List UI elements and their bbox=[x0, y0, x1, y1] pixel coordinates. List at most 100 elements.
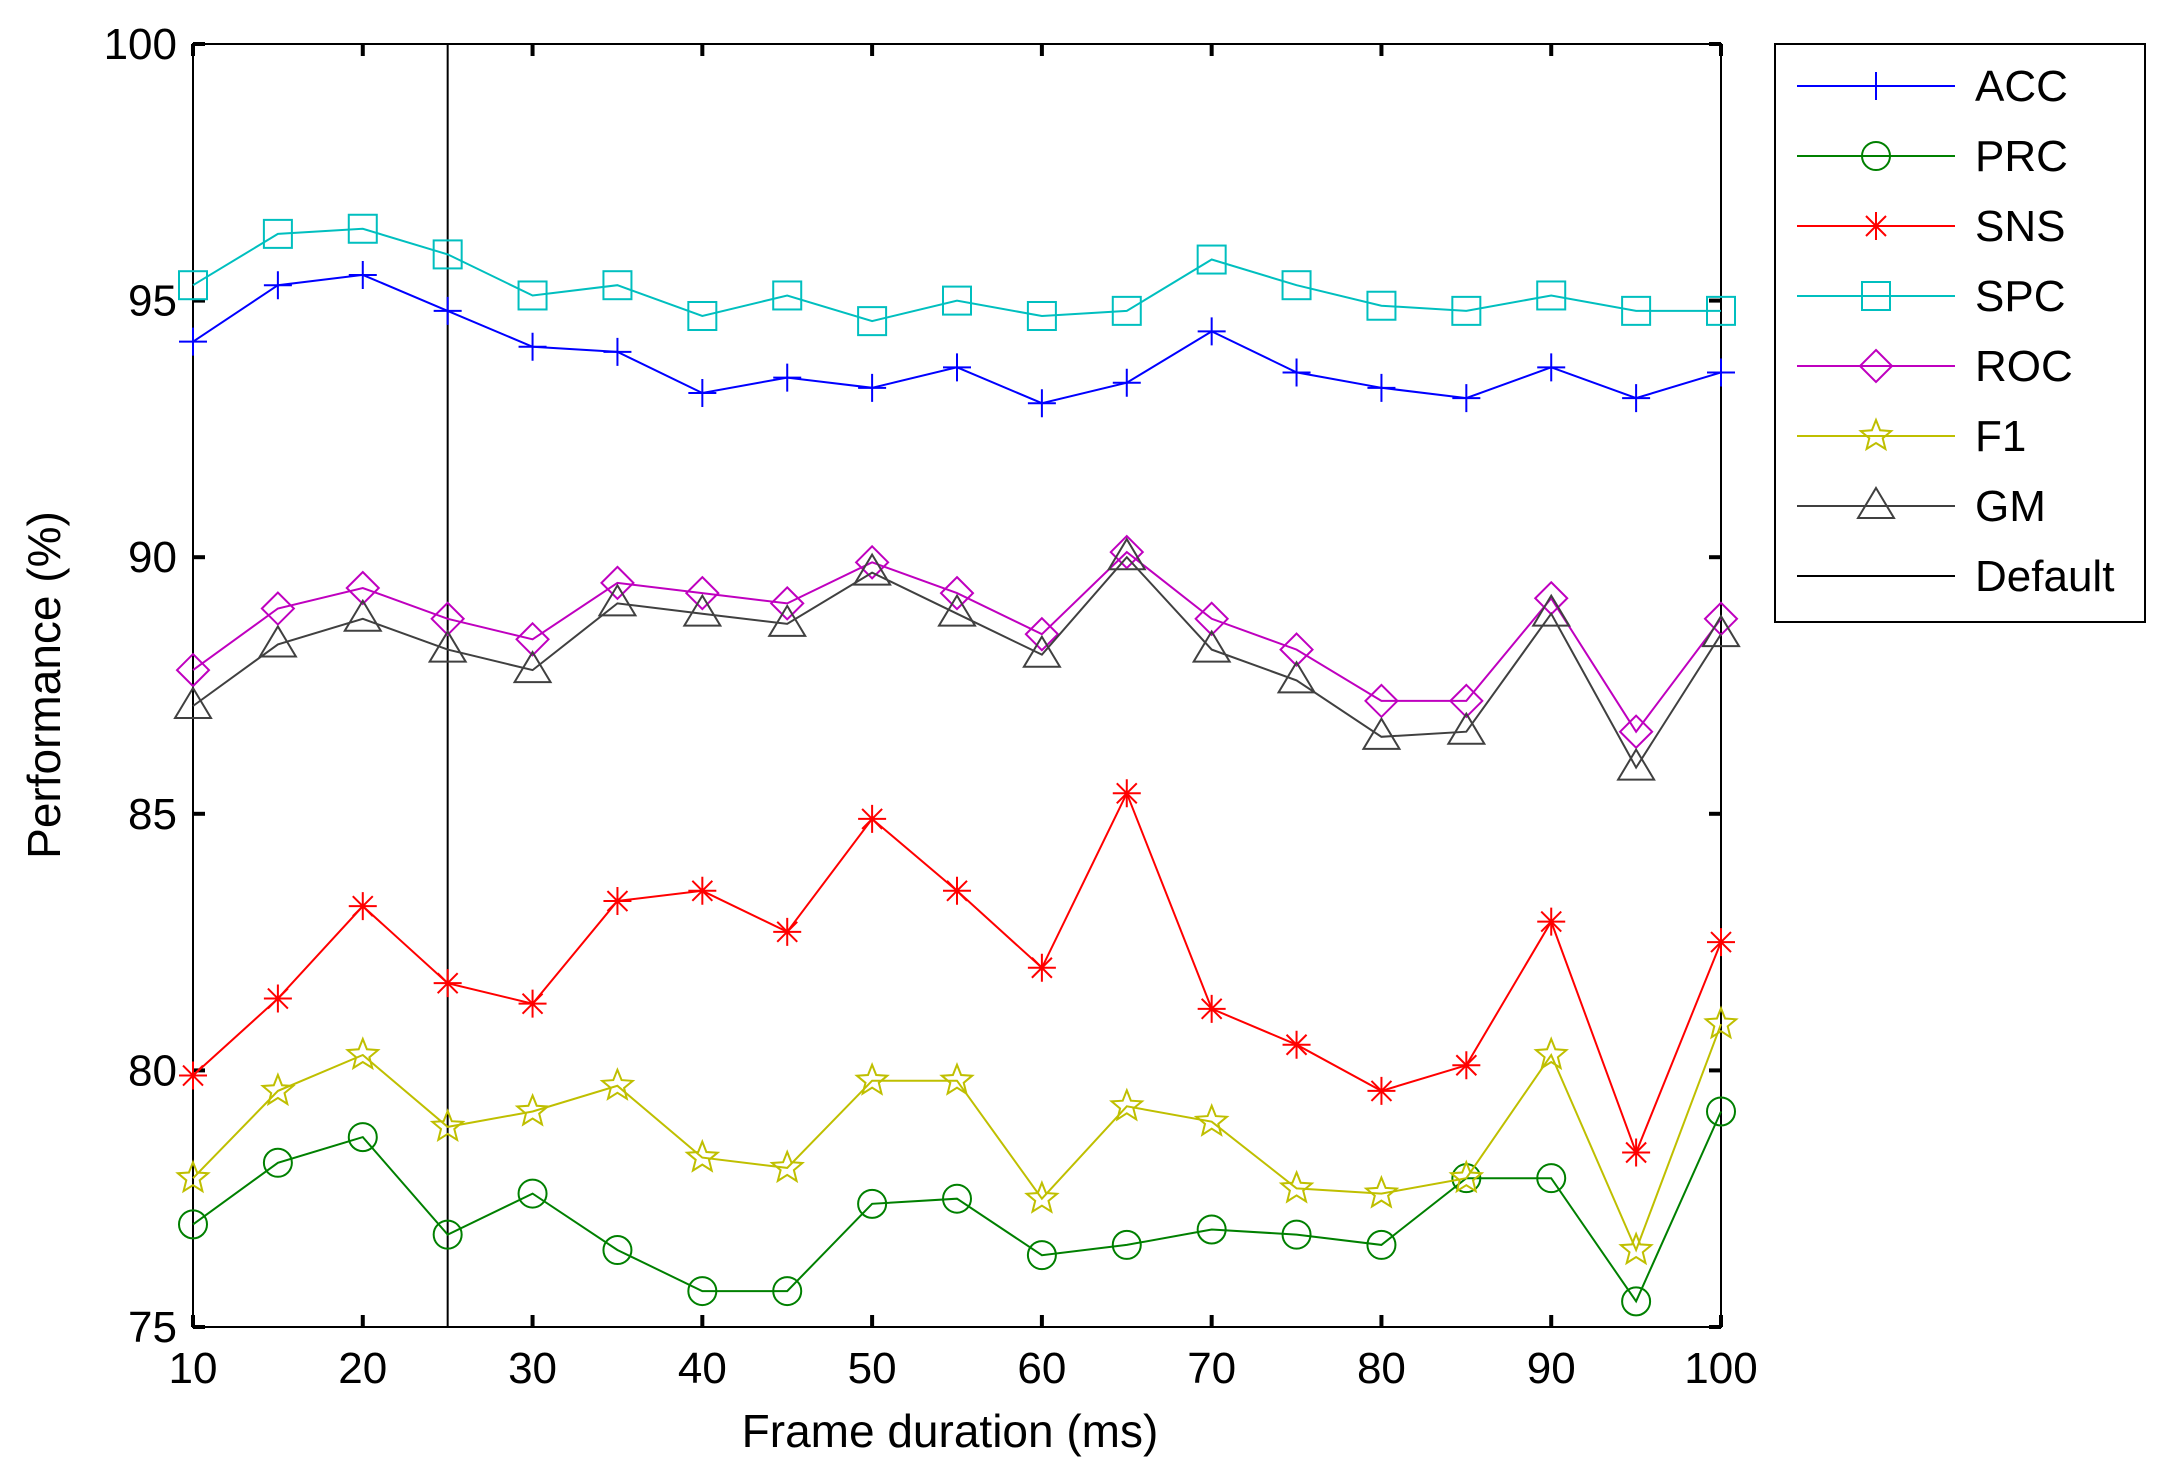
series-f1 bbox=[175, 1005, 1739, 1266]
data-point-f1 bbox=[1618, 1231, 1654, 1266]
data-point-prc bbox=[942, 1183, 972, 1214]
data-point-roc bbox=[430, 601, 466, 637]
data-point-f1 bbox=[854, 1061, 890, 1096]
data-point-prc bbox=[1536, 1163, 1567, 1194]
data-point-prc bbox=[432, 1219, 463, 1250]
data-point-spc bbox=[1111, 295, 1142, 326]
data-point-prc bbox=[602, 1235, 633, 1266]
legend-marker-roc bbox=[1858, 348, 1894, 384]
data-point-roc bbox=[684, 575, 720, 611]
x-tick-label: 70 bbox=[1187, 1344, 1236, 1393]
data-point-gm bbox=[1107, 537, 1147, 571]
data-point-spc bbox=[262, 218, 293, 249]
data-point-acc bbox=[518, 332, 547, 361]
legend-item-spc: SPC bbox=[1797, 272, 2065, 321]
data-point-f1 bbox=[1193, 1102, 1230, 1137]
data-point-prc bbox=[857, 1188, 888, 1219]
data-point-gm bbox=[1276, 660, 1317, 694]
data-point-gm bbox=[767, 603, 807, 637]
series-spc bbox=[178, 213, 1736, 337]
data-point-sns bbox=[518, 989, 547, 1018]
data-point-spc bbox=[1621, 295, 1652, 326]
data-point-prc bbox=[1026, 1240, 1057, 1271]
data-point-gm bbox=[343, 598, 383, 632]
series-gm bbox=[173, 537, 1741, 781]
legend-label-spc: SPC bbox=[1975, 272, 2065, 321]
data-point-spc bbox=[942, 285, 972, 316]
legend-label-gm: GM bbox=[1975, 482, 2046, 531]
legend-marker-sns bbox=[1862, 212, 1890, 240]
data-point-spc bbox=[517, 280, 548, 311]
data-point-f1 bbox=[1109, 1087, 1145, 1122]
data-point-f1 bbox=[514, 1092, 551, 1127]
legend-item-sns: SNS bbox=[1797, 202, 2065, 251]
series-group bbox=[173, 213, 1741, 1317]
data-point-acc bbox=[773, 363, 802, 392]
data-point-f1 bbox=[1448, 1159, 1485, 1194]
data-point-f1 bbox=[769, 1149, 805, 1184]
data-point-acc bbox=[1027, 389, 1056, 418]
data-point-f1 bbox=[599, 1067, 636, 1101]
data-point-acc bbox=[433, 296, 462, 325]
data-point-spc bbox=[602, 270, 633, 301]
data-point-sns bbox=[348, 892, 377, 921]
x-tick-label: 10 bbox=[169, 1344, 218, 1393]
data-point-prc bbox=[1621, 1286, 1652, 1317]
x-tick-label: 60 bbox=[1017, 1344, 1066, 1393]
data-point-sns bbox=[688, 876, 717, 905]
data-point-acc bbox=[1282, 358, 1311, 387]
data-point-spc bbox=[432, 239, 463, 270]
data-point-gm bbox=[1446, 711, 1487, 745]
data-point-f1 bbox=[1024, 1179, 1060, 1214]
legend-marker-gm bbox=[1856, 486, 1896, 519]
data-point-roc bbox=[600, 565, 635, 601]
data-point-spc bbox=[178, 270, 208, 301]
data-point-roc bbox=[1024, 616, 1060, 652]
y-tick-label: 85 bbox=[128, 790, 177, 839]
legend-box bbox=[1774, 43, 2146, 623]
data-point-f1 bbox=[684, 1138, 721, 1173]
data-point-f1 bbox=[429, 1108, 466, 1142]
data-point-f1 bbox=[260, 1072, 296, 1107]
data-point-sns bbox=[1367, 1076, 1396, 1105]
data-point-f1 bbox=[175, 1159, 211, 1194]
data-point-prc bbox=[347, 1122, 378, 1153]
x-tick-label: 50 bbox=[848, 1344, 897, 1393]
data-point-f1 bbox=[1703, 1005, 1739, 1040]
legend-marker-f1 bbox=[1858, 417, 1894, 452]
data-point-prc bbox=[772, 1276, 803, 1307]
data-point-spc bbox=[347, 213, 378, 244]
data-point-acc bbox=[943, 353, 971, 382]
x-tick-label: 30 bbox=[508, 1344, 557, 1393]
data-point-acc bbox=[1537, 353, 1566, 382]
data-point-gm bbox=[852, 552, 892, 586]
legend-label-default: Default bbox=[1975, 552, 2114, 601]
data-point-prc bbox=[517, 1178, 548, 1209]
data-point-prc bbox=[1366, 1229, 1397, 1260]
data-point-gm bbox=[1531, 593, 1571, 627]
data-point-prc bbox=[1281, 1219, 1312, 1250]
data-point-gm bbox=[1022, 634, 1062, 668]
data-point-sns bbox=[1112, 779, 1141, 808]
legend-item-acc: ACC bbox=[1797, 62, 2068, 111]
x-tick-label: 40 bbox=[678, 1344, 727, 1393]
series-sns bbox=[179, 779, 1735, 1167]
legend-label-roc: ROC bbox=[1975, 342, 2073, 391]
legend-marker-prc bbox=[1861, 141, 1891, 171]
legend-item-default: Default bbox=[1797, 552, 2114, 601]
data-point-acc bbox=[603, 337, 632, 366]
data-point-sns bbox=[263, 984, 292, 1013]
legend-item-roc: ROC bbox=[1797, 342, 2073, 391]
data-point-roc bbox=[1279, 632, 1314, 667]
legend-label-f1: F1 bbox=[1975, 412, 2026, 461]
data-point-prc bbox=[178, 1209, 208, 1240]
y-tick-label: 100 bbox=[104, 20, 177, 69]
data-point-f1 bbox=[1278, 1169, 1315, 1204]
data-point-gm bbox=[512, 650, 553, 684]
data-point-gm bbox=[1361, 716, 1402, 750]
legend: ACC PRC SNS SPC ROC F1 GM Default bbox=[1774, 43, 2146, 623]
data-point-acc bbox=[858, 373, 887, 402]
data-point-spc bbox=[1196, 244, 1227, 275]
data-point-gm bbox=[1701, 614, 1741, 648]
